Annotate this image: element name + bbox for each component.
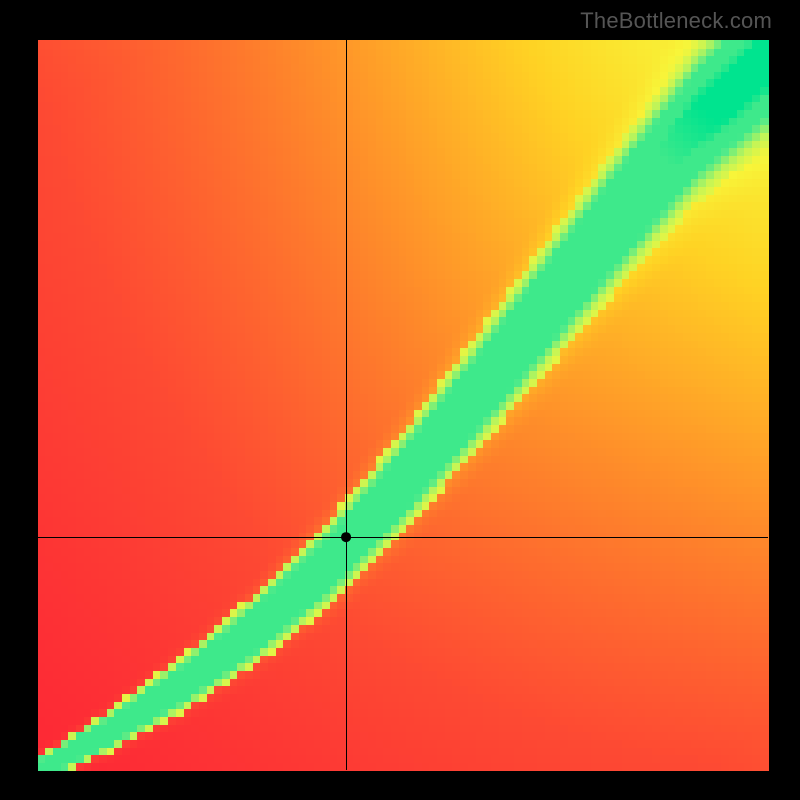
chart-container: TheBottleneck.com — [0, 0, 800, 800]
bottleneck-heatmap — [0, 0, 800, 800]
watermark-text: TheBottleneck.com — [580, 8, 772, 34]
